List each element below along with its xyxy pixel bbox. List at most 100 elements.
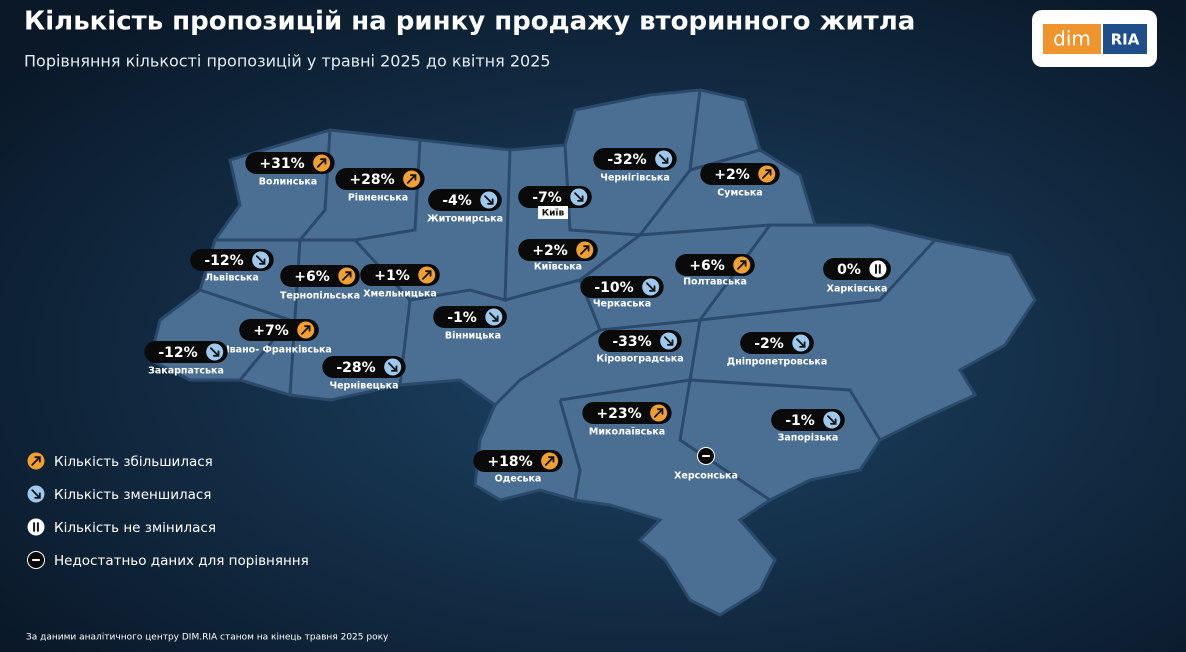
arrow-up	[762, 169, 772, 179]
region-label: Харківська	[827, 284, 888, 295]
value: +6%	[294, 269, 330, 285]
value: -10%	[594, 280, 633, 296]
arrow-down	[658, 154, 669, 164]
value-badge	[598, 330, 682, 352]
arrow-up	[737, 260, 747, 270]
value: +7%	[253, 323, 289, 339]
arrow-down	[387, 362, 398, 372]
value: -1%	[447, 310, 477, 326]
arrow-down	[209, 347, 220, 357]
logo: dim RIA	[1032, 10, 1157, 67]
region-label: Запорізька	[778, 433, 839, 444]
logo-left-box	[1043, 24, 1101, 54]
region-label: Рівненська	[348, 193, 408, 204]
region-label: Київська	[534, 262, 582, 273]
value-badge	[360, 264, 440, 286]
value-badge	[580, 276, 664, 298]
arrow-down	[484, 195, 494, 205]
region-label: Миколаївська	[589, 427, 665, 438]
value: -1%	[785, 413, 815, 429]
value: +23%	[596, 406, 641, 422]
pause	[874, 264, 881, 274]
value-badge	[700, 163, 780, 185]
region-label: Івано- Франківська	[226, 345, 332, 356]
arrow-up	[406, 174, 417, 184]
city-box	[538, 206, 568, 219]
arrow-down	[574, 192, 584, 202]
value: -32%	[607, 152, 646, 168]
value: +2%	[532, 243, 568, 259]
region-label: Черкаська	[593, 299, 651, 310]
arrow-down	[796, 338, 806, 348]
region-label: Житомирська	[427, 214, 503, 225]
title: Кількість пропозицій на ринку продажу вт…	[24, 7, 915, 37]
map-ukraine	[148, 88, 1037, 617]
value: -28%	[336, 360, 375, 376]
value: +2%	[714, 167, 750, 183]
region-label: Чернігівська	[600, 173, 669, 184]
arrow-up	[316, 158, 327, 168]
arrow-up	[31, 456, 41, 466]
footnote: За даними аналітичного центру DIM.RIA ст…	[26, 633, 389, 643]
arrow-up	[301, 325, 311, 335]
logo-right: RIA	[1111, 31, 1140, 49]
region-label: Львівська	[205, 273, 259, 284]
legend-text: Кількість не змінилася	[54, 520, 216, 536]
value: -12%	[158, 345, 197, 361]
value-badge	[473, 450, 563, 472]
value-badge	[245, 152, 335, 174]
value: +1%	[374, 268, 410, 284]
value-badge	[593, 148, 677, 170]
arrow-up	[342, 271, 352, 281]
value-badge	[518, 239, 598, 261]
value-badge	[280, 265, 360, 287]
arrow-down	[31, 489, 41, 499]
city-label: Київ	[542, 209, 565, 219]
region-label: Дніпропетровська	[727, 357, 828, 368]
value-badge	[239, 319, 319, 341]
value: -4%	[442, 193, 472, 209]
value: -12%	[204, 253, 243, 269]
arrow-down	[645, 282, 656, 292]
arrow-down	[663, 336, 674, 346]
subtitle: Порівняння кількості пропозицій у травні…	[24, 52, 551, 71]
region-label: Тернопільська	[280, 291, 360, 302]
arrow-down	[489, 312, 499, 322]
value-badge	[675, 254, 755, 276]
region-label: Кіровоградська	[596, 354, 683, 365]
value: +18%	[487, 454, 532, 470]
region-label: Одеська	[495, 474, 542, 485]
logo-right-box	[1103, 24, 1147, 54]
arrow-up	[422, 270, 432, 280]
arrow-down	[827, 415, 837, 425]
value-badge	[582, 402, 672, 424]
logo-left: dim	[1053, 27, 1091, 51]
status-icon	[869, 260, 887, 278]
legend-text: Недостатньо даних для порівняння	[54, 553, 309, 569]
value-badge	[190, 249, 274, 271]
value: +31%	[259, 156, 304, 172]
region-label: Полтавська	[683, 277, 747, 288]
region-label: Вінницька	[445, 331, 501, 342]
value: +28%	[349, 172, 394, 188]
arrow-down	[255, 255, 266, 265]
status-icon	[27, 518, 45, 536]
region-label: Закарпатська	[148, 366, 224, 377]
arrow-up	[580, 245, 590, 255]
value-badge	[144, 341, 228, 363]
legend-text: Кількість зменшилася	[54, 487, 211, 503]
region-label: Волинська	[259, 177, 317, 188]
arrow-up	[653, 408, 664, 418]
region-label: Чернівецька	[329, 381, 398, 392]
value: -7%	[532, 190, 562, 206]
value-badge	[335, 168, 425, 190]
value: +6%	[689, 258, 725, 274]
region-label: Херсонська	[674, 471, 738, 482]
region-label: Сумська	[717, 188, 762, 199]
arrow-up	[544, 456, 555, 466]
value: 0%	[837, 262, 861, 278]
value: -2%	[754, 336, 784, 352]
pause	[33, 522, 39, 532]
value: -33%	[612, 334, 651, 350]
